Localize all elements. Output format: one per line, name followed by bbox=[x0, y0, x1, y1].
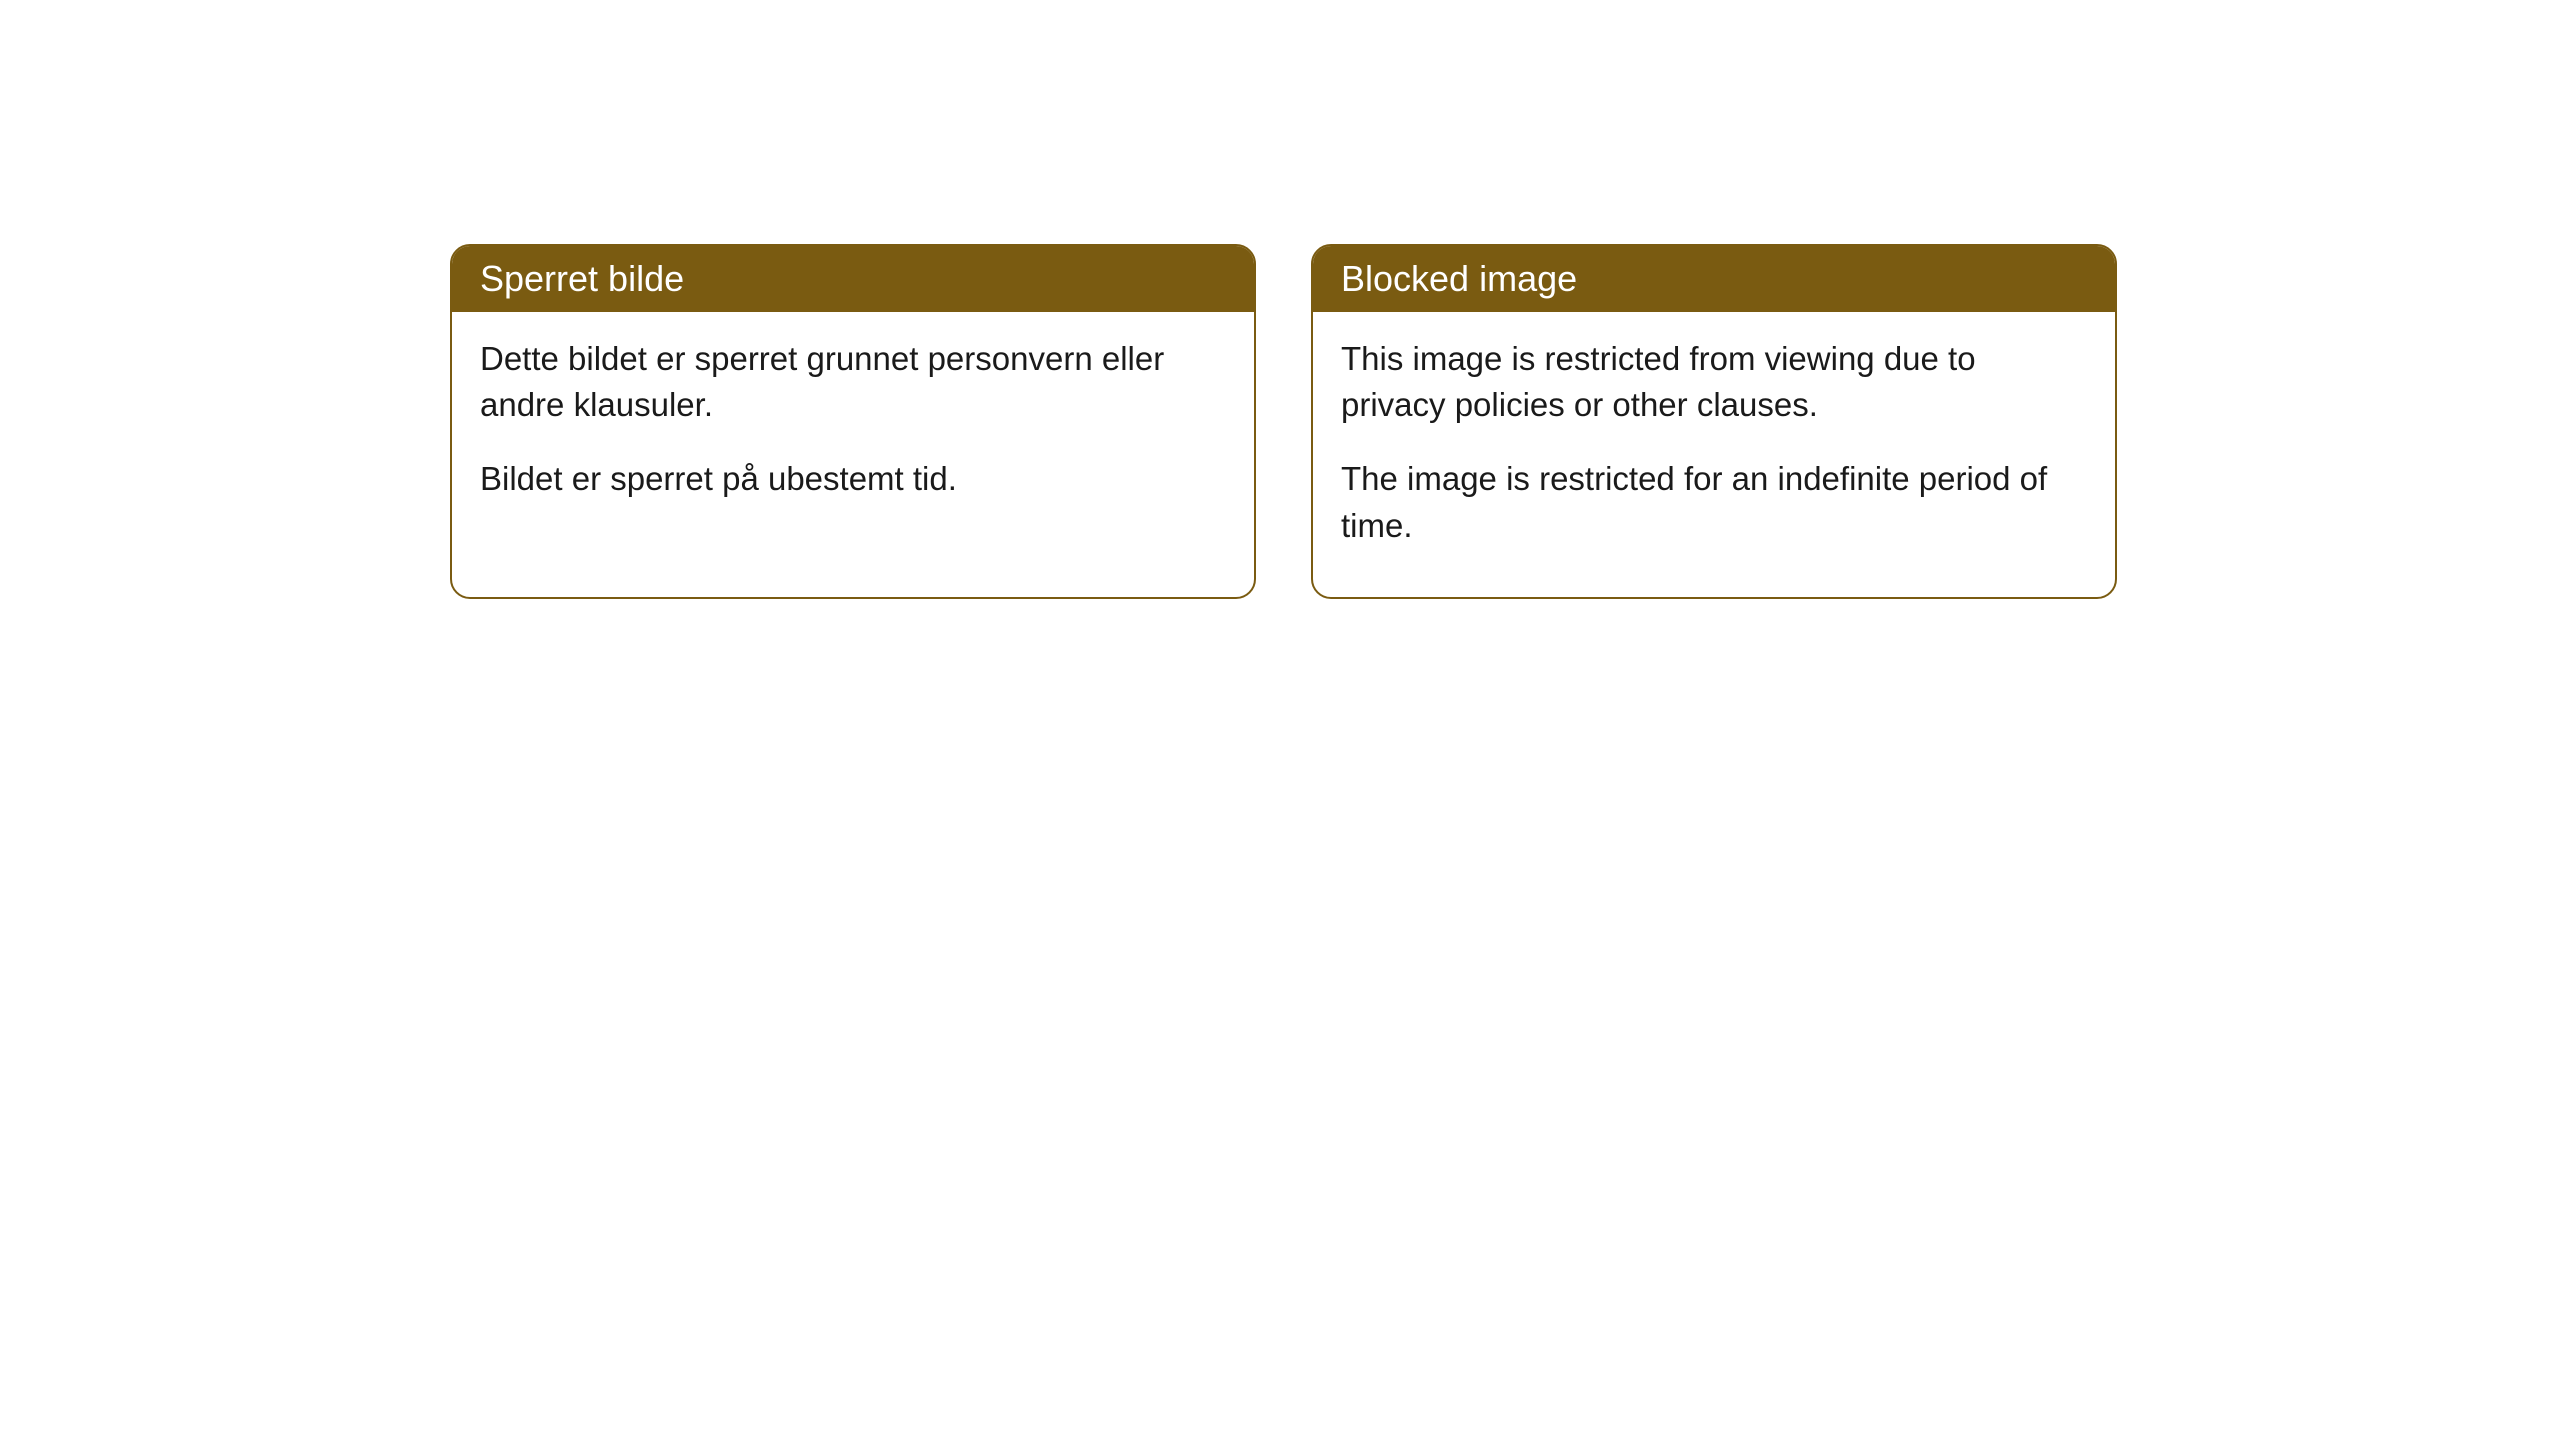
card-paragraph: Dette bildet er sperret grunnet personve… bbox=[480, 336, 1226, 428]
card-paragraph: Bildet er sperret på ubestemt tid. bbox=[480, 456, 1226, 502]
card-body: Dette bildet er sperret grunnet personve… bbox=[452, 312, 1254, 551]
cards-container: Sperret bilde Dette bildet er sperret gr… bbox=[450, 244, 2117, 599]
card-header: Sperret bilde bbox=[452, 246, 1254, 312]
card-body: This image is restricted from viewing du… bbox=[1313, 312, 2115, 597]
blocked-image-card-norwegian: Sperret bilde Dette bildet er sperret gr… bbox=[450, 244, 1256, 599]
card-paragraph: The image is restricted for an indefinit… bbox=[1341, 456, 2087, 548]
card-paragraph: This image is restricted from viewing du… bbox=[1341, 336, 2087, 428]
card-header: Blocked image bbox=[1313, 246, 2115, 312]
blocked-image-card-english: Blocked image This image is restricted f… bbox=[1311, 244, 2117, 599]
card-title: Blocked image bbox=[1341, 258, 1577, 299]
card-title: Sperret bilde bbox=[480, 258, 684, 299]
